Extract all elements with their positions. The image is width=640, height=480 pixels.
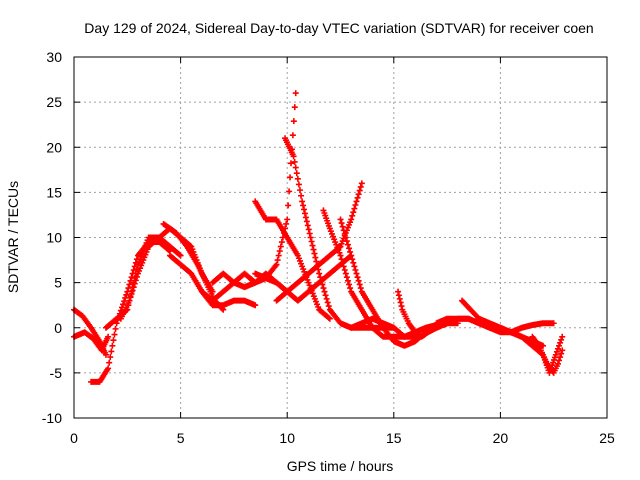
y-tick-label: 0: [54, 320, 62, 336]
y-tick-label: 25: [46, 94, 62, 110]
data-point-markers: [198, 90, 299, 304]
x-tick-label: 10: [279, 430, 295, 446]
y-tick-label: 20: [46, 139, 62, 155]
y-tick-label: 30: [46, 49, 62, 65]
series-trace-12: [252, 198, 333, 322]
y-tick-label: 10: [46, 230, 62, 246]
y-tick-label: -10: [42, 410, 62, 426]
y-axis-label: SDTVAR / TECUs: [5, 181, 21, 293]
series-trace-20: [529, 333, 566, 376]
x-tick-label: 25: [599, 430, 615, 446]
series-trace-3: [88, 239, 173, 385]
y-tick-label: 5: [54, 275, 62, 291]
chart-title: Day 129 of 2024, Sidereal Day-to-day VTE…: [84, 20, 593, 36]
axis-ticks: 0 5 10 15 20 25 -10 -5 0 5 10 15 20 25 30: [42, 49, 615, 446]
x-tick-label: 5: [177, 430, 185, 446]
grid: [74, 57, 607, 418]
series-trace-16: [348, 315, 440, 340]
data-point-markers: [348, 315, 440, 340]
x-tick-label: 15: [386, 430, 402, 446]
x-tick-label: 0: [70, 430, 78, 446]
data-point-markers: [252, 198, 333, 322]
data-point-markers: [529, 333, 566, 376]
series-trace-18: [433, 315, 557, 336]
x-axis-label: GPS time / hours: [287, 458, 394, 474]
y-tick-label: 15: [46, 184, 62, 200]
y-tick-label: -5: [50, 365, 63, 381]
series-trace-8: [198, 90, 299, 304]
data-point-markers: [88, 239, 173, 385]
x-tick-label: 20: [493, 430, 509, 446]
data-point-markers: [433, 315, 557, 336]
data-series: [71, 90, 566, 385]
